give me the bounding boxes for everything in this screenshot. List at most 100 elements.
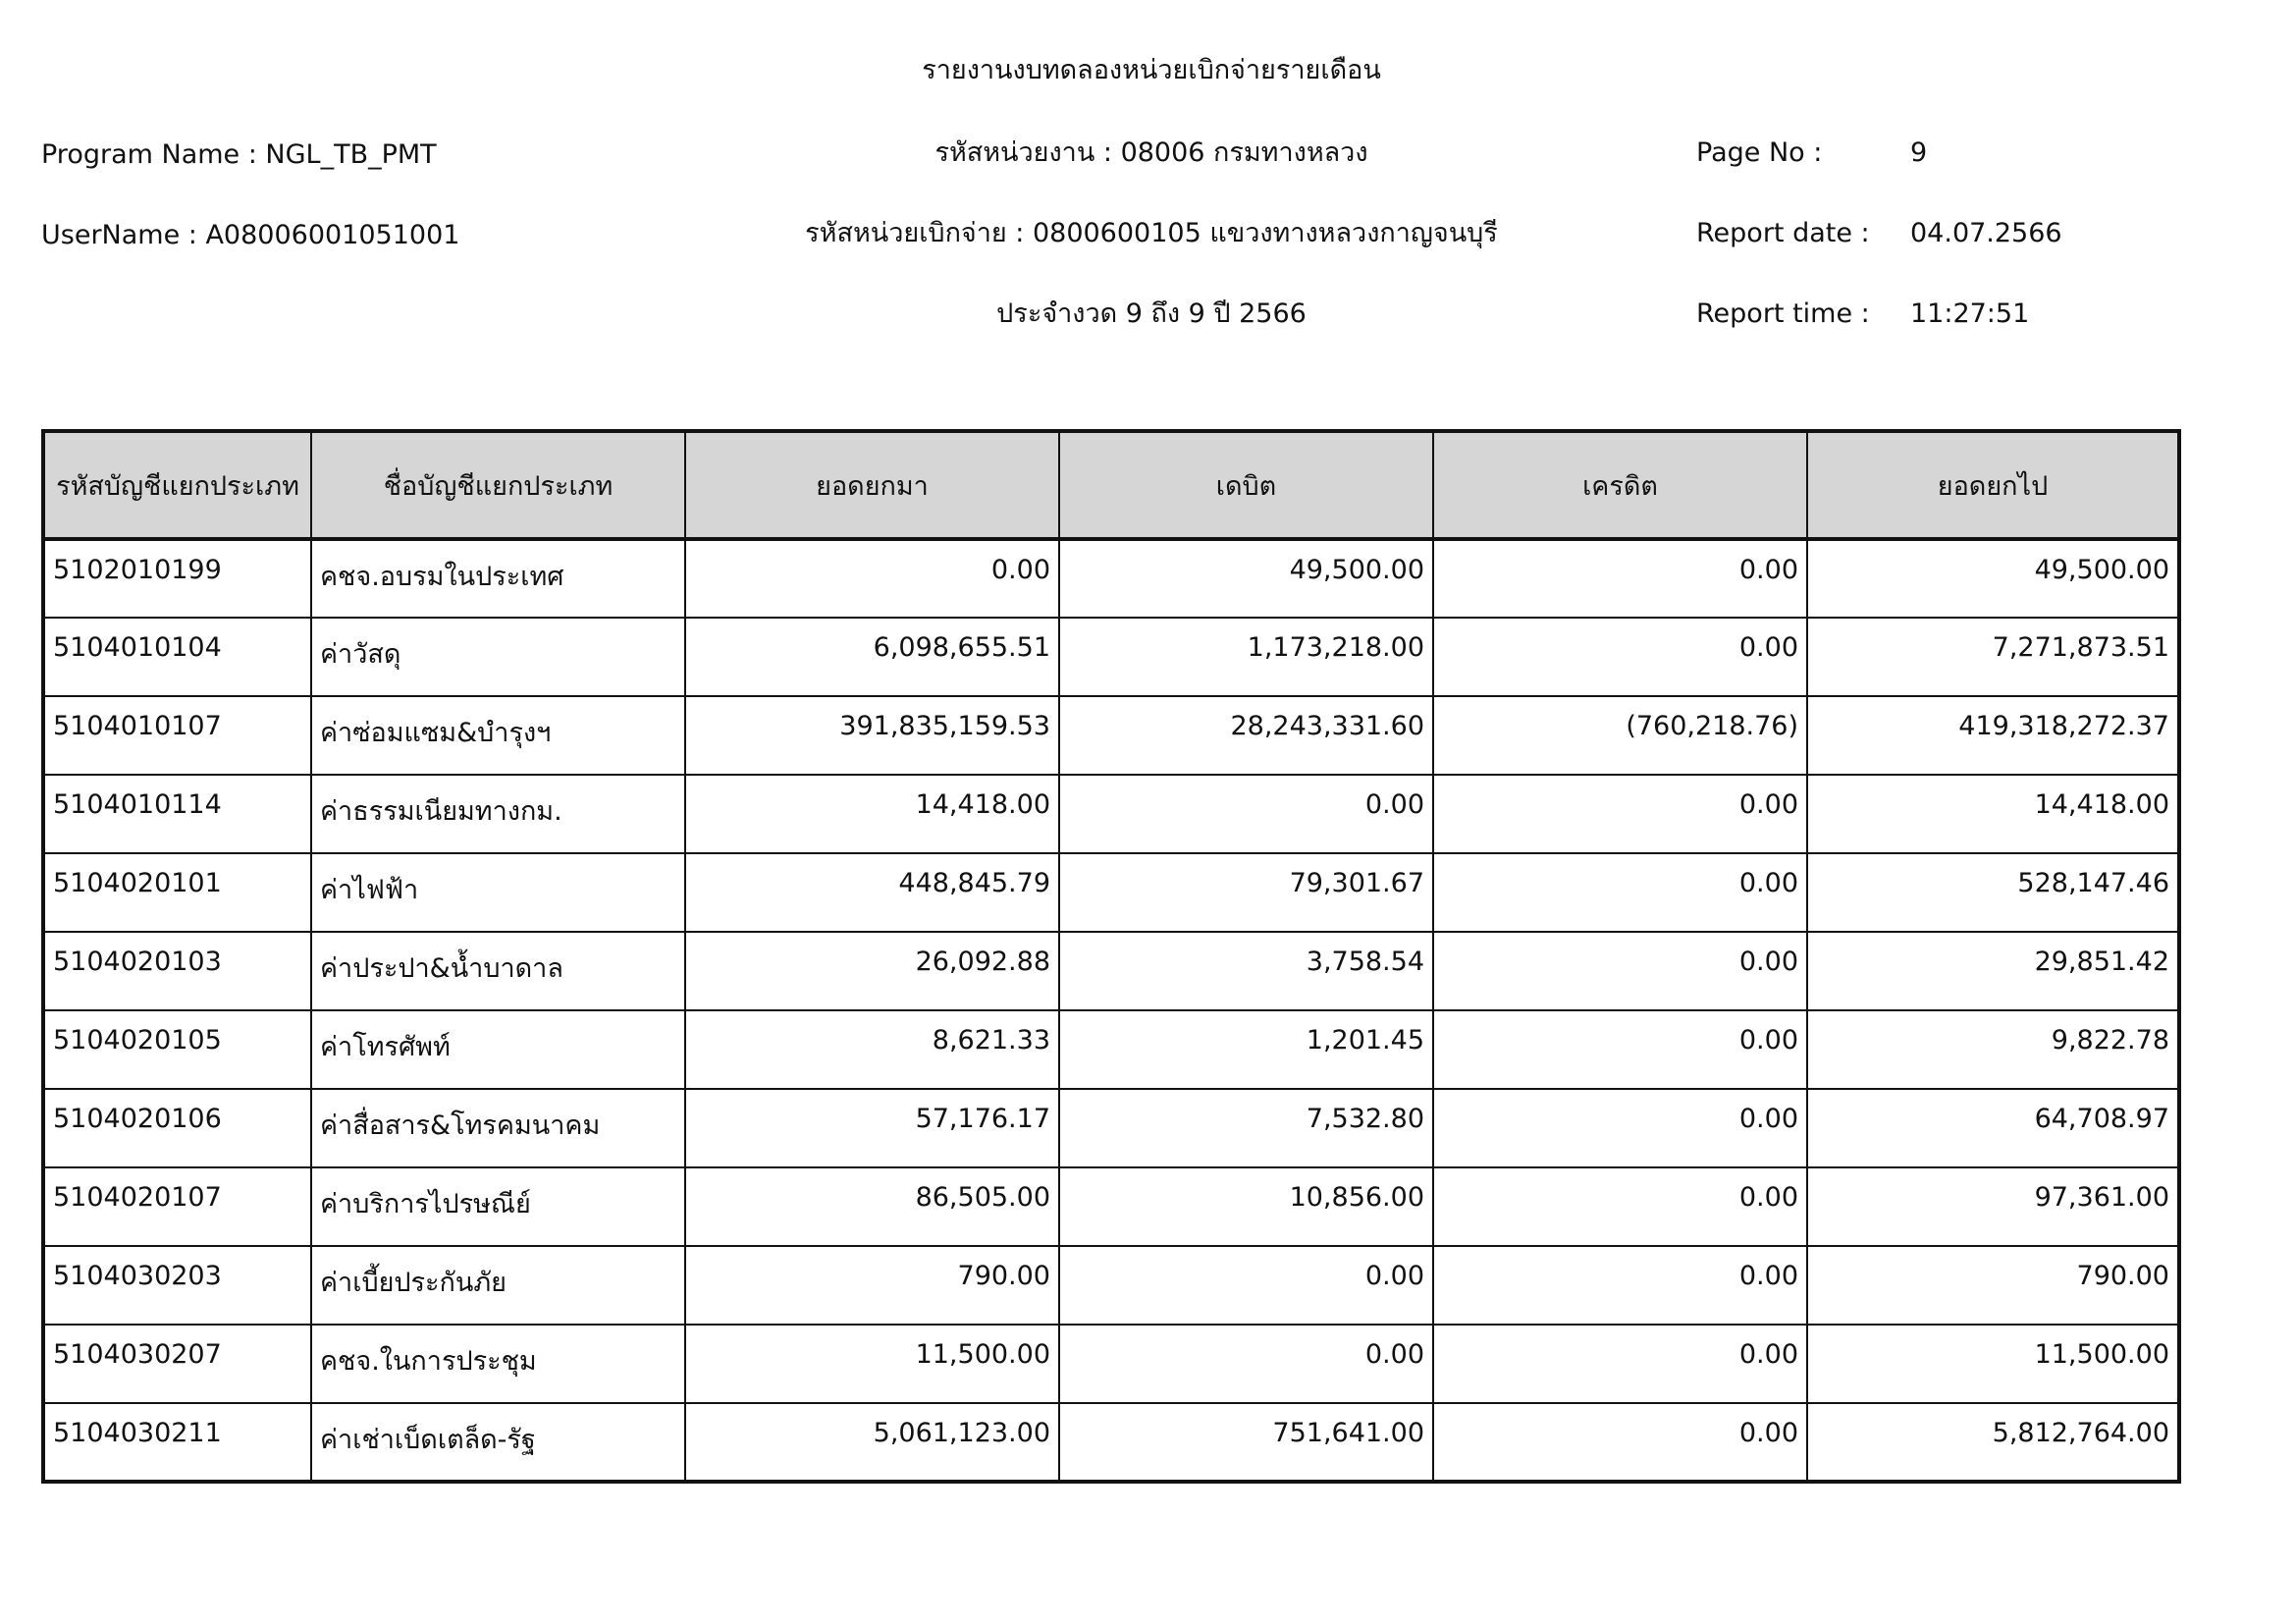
header-row: รหัสบัญชีแยกประเภท ชื่อบัญชีแยกประเภท ยอดย…: [42, 430, 2180, 541]
table-row: 5104030207 คชจ.ในการประชุม 11,500.00 0.00 0.…: [42, 1324, 2180, 1404]
amount-cell: 11,500.00: [1806, 1324, 2180, 1404]
text-cell: ค่าวัสดุ: [310, 617, 686, 697]
column-header: เครดิต: [1432, 430, 1808, 541]
amount-cell: 79,301.67: [1058, 852, 1434, 933]
amount-cell: 0.00: [1432, 852, 1808, 933]
amount-cell: 29,851.42: [1806, 931, 2180, 1011]
column-header: เดบิต: [1058, 430, 1434, 541]
amount-cell: 8,621.33: [684, 1009, 1060, 1090]
amount-cell: 49,500.00: [1058, 538, 1434, 619]
text-cell: 5104020101: [42, 852, 312, 933]
amount-cell: 419,318,272.37: [1806, 695, 2180, 776]
text-cell: ค่าไฟฟ้า: [310, 852, 686, 933]
amount-cell: 7,532.80: [1058, 1088, 1434, 1168]
text-cell: ค่าโทรศัพท์: [310, 1009, 686, 1090]
amount-cell: 97,361.00: [1806, 1166, 2180, 1247]
amount-cell: 0.00: [1432, 1245, 1808, 1326]
text-cell: 5104020107: [42, 1166, 312, 1247]
table-row: 5104010107 ค่าซ่อมแซม&บำรุงฯ 391,835,159.5…: [42, 695, 2180, 776]
disbursing-unit: รหัสหน่วยเบิกจ่าย : 0800600105 แขวงทางหล…: [805, 218, 1498, 248]
amount-cell: 0.00: [684, 538, 1060, 619]
amount-cell: 9,822.78: [1806, 1009, 2180, 1090]
amount-cell: 26,092.88: [684, 931, 1060, 1011]
amount-cell: 7,271,873.51: [1806, 617, 2180, 697]
ledger-table: รหัสบัญชีแยกประเภท ชื่อบัญชีแยกประเภท ยอดย…: [41, 429, 2181, 1484]
period: ประจำงวด 9 ถึง 9 ปี 2566: [996, 298, 1307, 329]
text-cell: คชจ.ในการประชุม: [310, 1324, 686, 1404]
amount-cell: 0.00: [1432, 1088, 1808, 1168]
amount-cell: 0.00: [1432, 617, 1808, 697]
program-name: Program Name : NGL_TB_PMT: [41, 139, 437, 170]
table-row: 5104020101 ค่าไฟฟ้า 448,845.79 79,301.67 0.0…: [42, 852, 2180, 933]
table-row: 5104020103 ค่าประปา&น้ำบาดาล 26,092.88 3,75…: [42, 931, 2180, 1011]
amount-cell: 28,243,331.60: [1058, 695, 1434, 776]
report-date-label: Report date :: [1696, 218, 1870, 248]
table-row: 5104020106 ค่าสื่อสาร&โทรคมนาคม 57,176.17 7…: [42, 1088, 2180, 1168]
text-cell: 5104020103: [42, 931, 312, 1011]
amount-cell: 0.00: [1432, 538, 1808, 619]
amount-cell: 0.00: [1432, 1009, 1808, 1090]
column-header: ยอดยกไป: [1806, 430, 2180, 541]
page-no-label: Page No :: [1696, 137, 1823, 168]
amount-cell: 5,061,123.00: [684, 1402, 1060, 1483]
report-title: รายงานงบทดลองหน่วยเบิกจ่ายรายเดือน: [922, 55, 1381, 85]
table-row: 5104010114 ค่าธรรมเนียมทางกม. 14,418.00 0.0…: [42, 774, 2180, 854]
text-cell: 5104010107: [42, 695, 312, 776]
table-row: 5104030211 ค่าเช่าเบ็ดเตล็ด-รัฐ 5,061,123.…: [42, 1402, 2180, 1483]
report-time-label: Report time :: [1696, 298, 1870, 329]
amount-cell: 3,758.54: [1058, 931, 1434, 1011]
amount-cell: 1,201.45: [1058, 1009, 1434, 1090]
text-cell: ค่าซ่อมแซม&บำรุงฯ: [310, 695, 686, 776]
amount-cell: 0.00: [1432, 931, 1808, 1011]
table-row: 5104030203 ค่าเบี้ยประกันภัย 790.00 0.00 0.0…: [42, 1245, 2180, 1326]
amount-cell: 57,176.17: [684, 1088, 1060, 1168]
text-cell: 5104020106: [42, 1088, 312, 1168]
amount-cell: 49,500.00: [1806, 538, 2180, 619]
table-row: 5104020107 ค่าบริการไปรษณีย์ 86,505.00 10,8…: [42, 1166, 2180, 1247]
user-name: UserName : A08006001051001: [41, 220, 460, 250]
table-row: 5104010104 ค่าวัสดุ 6,098,655.51 1,173,218.…: [42, 617, 2180, 697]
column-header: ชื่อบัญชีแยกประเภท: [310, 430, 686, 541]
text-cell: ค่าบริการไปรษณีย์: [310, 1166, 686, 1247]
column-header: รหัสบัญชีแยกประเภท: [42, 430, 312, 541]
column-header: ยอดยกมา: [684, 430, 1060, 541]
report-date: 04.07.2566: [1910, 218, 2062, 248]
amount-cell: 0.00: [1058, 774, 1434, 854]
amount-cell: 0.00: [1058, 1245, 1434, 1326]
amount-cell: 751,641.00: [1058, 1402, 1434, 1483]
amount-cell: 448,845.79: [684, 852, 1060, 933]
text-cell: คชจ.อบรมในประเทศ: [310, 538, 686, 619]
amount-cell: 790.00: [1806, 1245, 2180, 1326]
amount-cell: (760,218.76): [1432, 695, 1808, 776]
text-cell: 5104010104: [42, 617, 312, 697]
amount-cell: 0.00: [1432, 1166, 1808, 1247]
amount-cell: 14,418.00: [1806, 774, 2180, 854]
text-cell: ค่าเบี้ยประกันภัย: [310, 1245, 686, 1326]
text-cell: ค่าประปา&น้ำบาดาล: [310, 931, 686, 1011]
text-cell: 5102010199: [42, 538, 312, 619]
text-cell: 5104030207: [42, 1324, 312, 1404]
text-cell: ค่าธรรมเนียมทางกม.: [310, 774, 686, 854]
amount-cell: 0.00: [1432, 1402, 1808, 1483]
agency: รหัสหน่วยงาน : 08006 กรมทางหลวง: [934, 137, 1368, 168]
text-cell: 5104020105: [42, 1009, 312, 1090]
amount-cell: 0.00: [1432, 1324, 1808, 1404]
amount-cell: 0.00: [1432, 774, 1808, 854]
amount-cell: 64,708.97: [1806, 1088, 2180, 1168]
amount-cell: 391,835,159.53: [684, 695, 1060, 776]
amount-cell: 6,098,655.51: [684, 617, 1060, 697]
amount-cell: 14,418.00: [684, 774, 1060, 854]
amount-cell: 10,856.00: [1058, 1166, 1434, 1247]
amount-cell: 790.00: [684, 1245, 1060, 1326]
text-cell: 5104030203: [42, 1245, 312, 1326]
table-row: 5102010199 คชจ.อบรมในประเทศ 0.00 49,500.00 0…: [42, 538, 2180, 619]
amount-cell: 1,173,218.00: [1058, 617, 1434, 697]
report-time: 11:27:51: [1910, 298, 2030, 329]
text-cell: 5104010114: [42, 774, 312, 854]
amount-cell: 11,500.00: [684, 1324, 1060, 1404]
text-cell: 5104030211: [42, 1402, 312, 1483]
amount-cell: 5,812,764.00: [1806, 1402, 2180, 1483]
amount-cell: 0.00: [1058, 1324, 1434, 1404]
text-cell: ค่าเช่าเบ็ดเตล็ด-รัฐ: [310, 1402, 686, 1483]
